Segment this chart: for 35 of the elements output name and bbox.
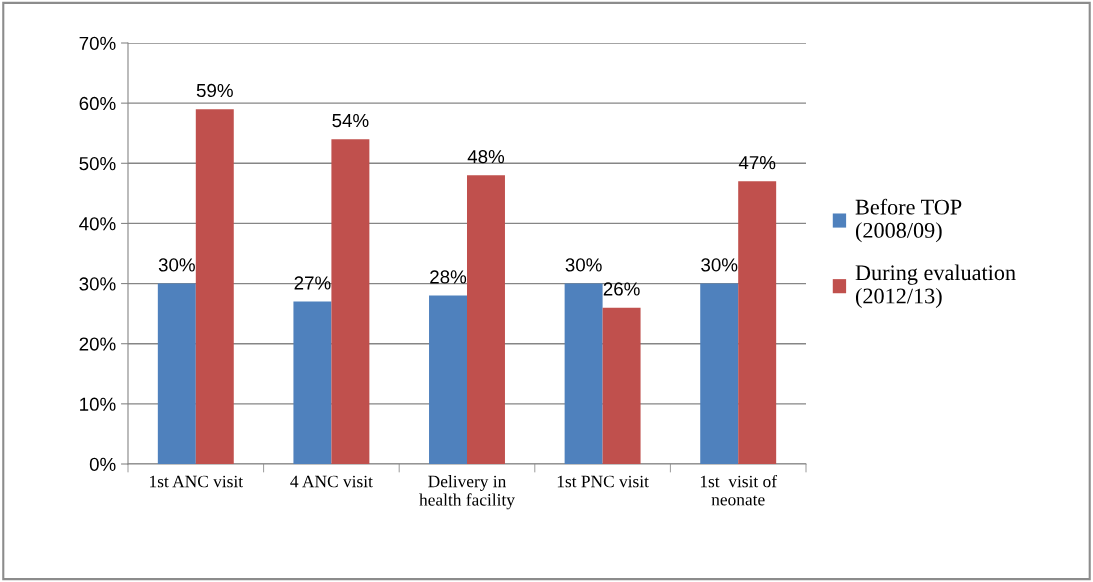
x-tick-label: Delivery in health facility bbox=[419, 475, 515, 510]
y-tick-label: 20% bbox=[79, 337, 116, 351]
y-tick-label: 70% bbox=[79, 36, 116, 50]
data-label: 30% bbox=[701, 258, 738, 272]
y-tick-label: 10% bbox=[80, 397, 116, 411]
data-label: 30% bbox=[565, 258, 602, 272]
bar bbox=[564, 283, 603, 464]
data-label: 30% bbox=[158, 258, 195, 272]
bar bbox=[602, 307, 641, 464]
y-tick-label: 30% bbox=[79, 277, 116, 291]
x-tick-label: 1st ANC visit bbox=[150, 475, 243, 488]
bar bbox=[429, 295, 467, 464]
bar bbox=[700, 283, 739, 464]
bar bbox=[467, 175, 505, 464]
y-tick-label: 60% bbox=[79, 96, 116, 111]
bar bbox=[157, 283, 196, 464]
x-tick-label: 1st visit of neonate bbox=[700, 474, 778, 506]
bar bbox=[738, 181, 777, 464]
data-label: 26% bbox=[603, 282, 640, 296]
bar bbox=[331, 139, 370, 464]
y-tick-label: 0% bbox=[89, 457, 116, 471]
legend-label: During evaluation (2012/13) bbox=[855, 264, 1016, 309]
bar bbox=[195, 109, 234, 464]
data-label: 27% bbox=[294, 276, 331, 290]
y-tick-label: 40% bbox=[79, 217, 116, 231]
data-label: 28% bbox=[430, 270, 467, 284]
y-tick-label: 50% bbox=[79, 156, 116, 171]
data-label: 48% bbox=[467, 150, 505, 164]
data-label: 47% bbox=[738, 156, 776, 170]
legend-label: Before TOP (2008/09) bbox=[855, 198, 962, 243]
data-label: 59% bbox=[196, 83, 233, 98]
x-tick-label: 1st PNC visit bbox=[557, 475, 649, 488]
x-tick-label: 4 ANC visit bbox=[290, 475, 373, 488]
data-label: 54% bbox=[332, 113, 369, 128]
bar bbox=[293, 301, 332, 464]
